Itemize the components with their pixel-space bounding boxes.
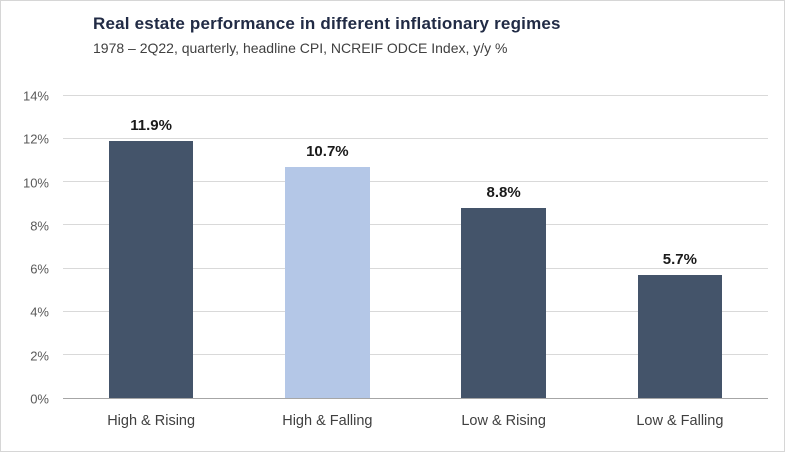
y-axis-tick-label: 6% [30, 261, 49, 277]
bar-value-label: 11.9% [130, 117, 172, 135]
gridline [63, 310, 768, 312]
y-axis-tick-label: 0% [30, 391, 49, 407]
bar-value-label: 10.7% [306, 143, 349, 161]
chart-subtitle: 1978 – 2Q22, quarterly, headline CPI, NC… [93, 40, 508, 56]
y-axis-tick-label: 8% [30, 218, 49, 234]
bars-row: 11.9% 10.7% 8.8% 5.7% [63, 96, 768, 398]
gridline [63, 353, 768, 355]
gridline [63, 138, 768, 140]
gridline [63, 224, 768, 226]
gridline [63, 267, 768, 269]
x-axis: High & Rising High & Falling Low & Rising L… [63, 413, 768, 437]
plot-area: 11.9% 10.7% 8.8% 5.7% [63, 95, 768, 399]
y-axis-tick-label: 12% [22, 131, 49, 147]
x-axis-category-label: Low & Rising [461, 413, 546, 429]
gridline [63, 95, 768, 96]
bar-value-label: 8.8% [486, 184, 521, 202]
gridline [63, 181, 768, 183]
bar [285, 167, 370, 398]
bar [637, 275, 723, 398]
chart-title: Real estate performance in different inf… [93, 14, 561, 33]
y-axis-tick-label: 10% [22, 175, 49, 191]
y-axis-tick-label: 14% [22, 88, 49, 104]
bar [108, 141, 194, 398]
bar-slot: 8.8% [416, 96, 592, 398]
chart-header: Real estate performance in different inf… [93, 14, 769, 56]
bar-slot: 11.9% [63, 96, 239, 398]
x-axis-category-label: High & Rising [107, 413, 196, 429]
bar-slot: 10.7% [239, 96, 415, 398]
bar-value-label: 5.7% [662, 251, 697, 269]
x-axis-category-label: High & Falling [282, 413, 373, 429]
y-axis-tick-label: 2% [30, 348, 49, 364]
x-axis-category-label: Low & Falling [636, 413, 724, 429]
y-axis: 0% 2% 4% 6% 8% 10% 12% 14% [1, 89, 55, 407]
bar [461, 208, 546, 398]
y-axis-tick-label: 4% [30, 304, 49, 320]
bar-slot: 5.7% [592, 96, 768, 398]
